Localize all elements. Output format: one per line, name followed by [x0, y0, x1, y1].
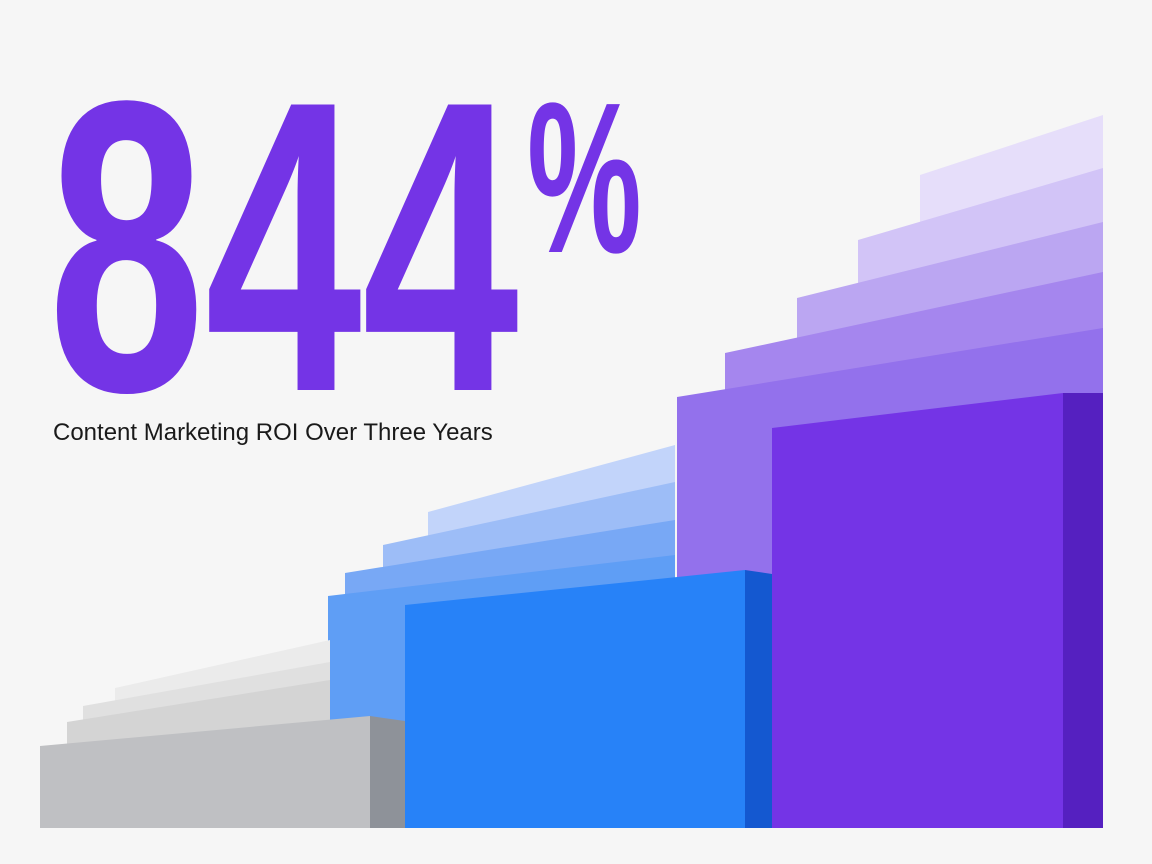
gray-steps: [40, 640, 405, 828]
headline-unit: %: [527, 58, 642, 298]
step-side: [745, 570, 772, 828]
step-front: [405, 570, 745, 828]
step-side: [370, 716, 405, 828]
headline-number: 844: [48, 16, 521, 479]
subtitle: Content Marketing ROI Over Three Years: [53, 419, 493, 446]
step-front: [772, 393, 1063, 828]
step-front: [40, 716, 370, 828]
step-side: [1063, 393, 1103, 828]
purple-steps: [677, 115, 1103, 828]
blue-steps: [328, 445, 772, 828]
